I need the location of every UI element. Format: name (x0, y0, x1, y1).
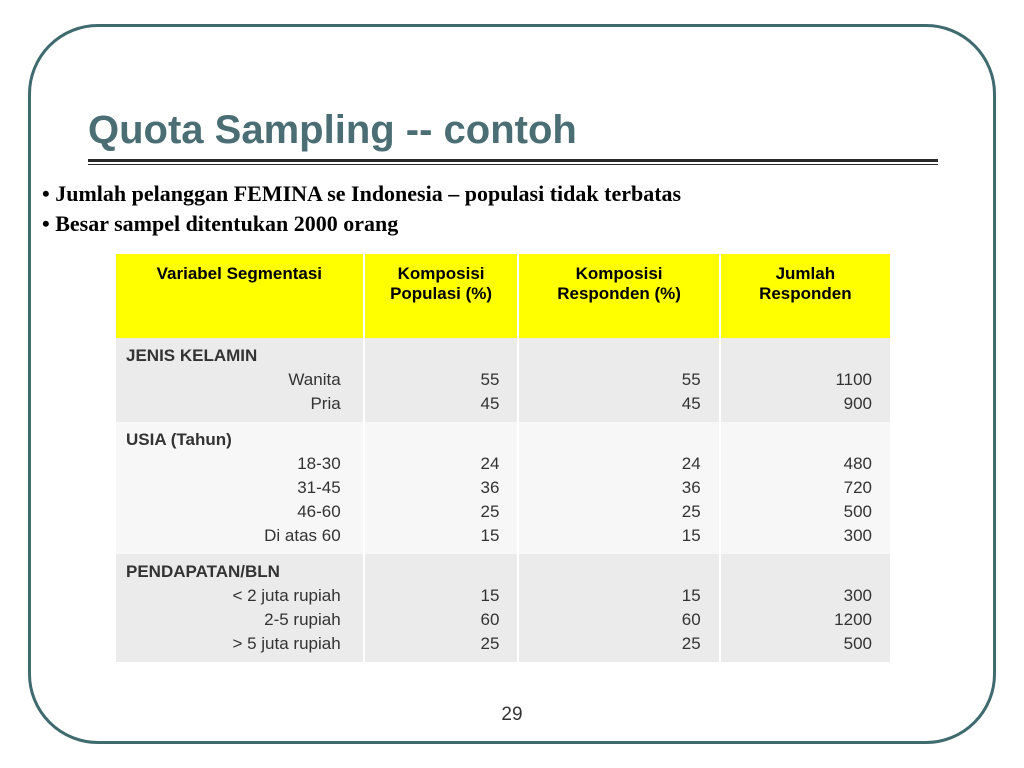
quota-table: Variabel Segmentasi Komposisi Populasi (… (116, 254, 890, 662)
cell-empty (720, 338, 890, 368)
cell-empty (720, 554, 890, 584)
cell-jml: 500 (720, 500, 890, 524)
row-label: 31-45 (116, 476, 364, 500)
cell-pop: 24 (364, 452, 519, 476)
cell-jml: 1200 (720, 608, 890, 632)
title-underline-thin (88, 164, 938, 165)
table-row: 18-302424480 (116, 452, 890, 476)
cell-empty (518, 554, 719, 584)
cell-pop: 25 (364, 500, 519, 524)
cell-resp: 15 (518, 584, 719, 608)
col-header: Variabel Segmentasi (116, 254, 364, 338)
row-label: Di atas 60 (116, 524, 364, 554)
table-row: < 2 juta rupiah1515300 (116, 584, 890, 608)
cell-resp: 15 (518, 524, 719, 554)
table-row: > 5 juta rupiah2525500 (116, 632, 890, 662)
cell-empty (364, 554, 519, 584)
cell-empty (364, 422, 519, 452)
table-row: 31-453636720 (116, 476, 890, 500)
bullet-item: Besar sampel ditentukan 2000 orang (42, 209, 938, 239)
table-section-row: USIA (Tahun) (116, 422, 890, 452)
slide-content: Quota Sampling -- contoh Jumlah pelangga… (88, 108, 938, 662)
col-header: Komposisi Populasi (%) (364, 254, 519, 338)
cell-jml: 900 (720, 392, 890, 422)
table-container: Variabel Segmentasi Komposisi Populasi (… (116, 254, 890, 662)
table-header-row: Variabel Segmentasi Komposisi Populasi (… (116, 254, 890, 338)
cell-resp: 25 (518, 632, 719, 662)
bullet-list: Jumlah pelanggan FEMINA se Indonesia – p… (42, 179, 938, 238)
row-label: Wanita (116, 368, 364, 392)
cell-pop: 55 (364, 368, 519, 392)
table-section-row: PENDAPATAN/BLN (116, 554, 890, 584)
row-label: 18-30 (116, 452, 364, 476)
row-label: > 5 juta rupiah (116, 632, 364, 662)
cell-empty (720, 422, 890, 452)
cell-pop: 25 (364, 632, 519, 662)
cell-jml: 300 (720, 584, 890, 608)
table-row: Pria4545900 (116, 392, 890, 422)
bullet-item: Jumlah pelanggan FEMINA se Indonesia – p… (42, 179, 938, 209)
table-row: 46-602525500 (116, 500, 890, 524)
cell-pop: 60 (364, 608, 519, 632)
cell-jml: 1100 (720, 368, 890, 392)
cell-resp: 60 (518, 608, 719, 632)
row-label: 2-5 rupiah (116, 608, 364, 632)
cell-pop: 15 (364, 584, 519, 608)
cell-jml: 300 (720, 524, 890, 554)
title-underline (88, 159, 938, 162)
col-header: Komposisi Responden (%) (518, 254, 719, 338)
cell-resp: 45 (518, 392, 719, 422)
page-number: 29 (0, 704, 1024, 726)
cell-resp: 36 (518, 476, 719, 500)
row-label: 46-60 (116, 500, 364, 524)
cell-resp: 55 (518, 368, 719, 392)
cell-pop: 36 (364, 476, 519, 500)
cell-pop: 15 (364, 524, 519, 554)
section-label: USIA (Tahun) (116, 422, 364, 452)
table-body: JENIS KELAMINWanita55551100Pria4545900US… (116, 338, 890, 662)
row-label: < 2 juta rupiah (116, 584, 364, 608)
section-label: JENIS KELAMIN (116, 338, 364, 368)
cell-empty (518, 338, 719, 368)
cell-jml: 720 (720, 476, 890, 500)
cell-resp: 24 (518, 452, 719, 476)
table-section-row: JENIS KELAMIN (116, 338, 890, 368)
cell-jml: 480 (720, 452, 890, 476)
cell-empty (518, 422, 719, 452)
table-row: Wanita55551100 (116, 368, 890, 392)
col-header: Jumlah Responden (720, 254, 890, 338)
section-label: PENDAPATAN/BLN (116, 554, 364, 584)
table-row: Di atas 601515300 (116, 524, 890, 554)
slide-title: Quota Sampling -- contoh (88, 108, 938, 159)
cell-jml: 500 (720, 632, 890, 662)
cell-pop: 45 (364, 392, 519, 422)
row-label: Pria (116, 392, 364, 422)
table-row: 2-5 rupiah60601200 (116, 608, 890, 632)
cell-empty (364, 338, 519, 368)
cell-resp: 25 (518, 500, 719, 524)
